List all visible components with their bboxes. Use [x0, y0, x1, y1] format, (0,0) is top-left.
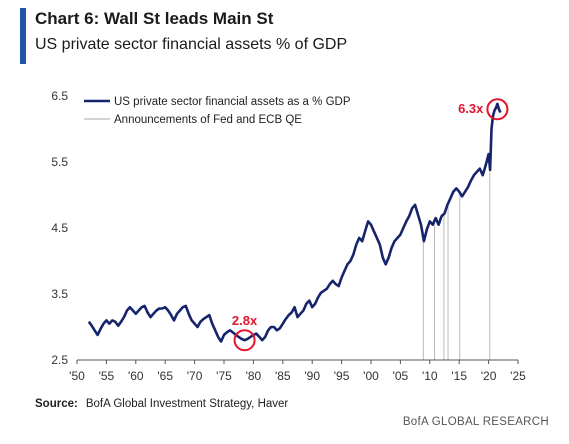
legend-label-qe: Announcements of Fed and ECB QE: [114, 114, 302, 126]
chart-subtitle: US private sector financial assets % of …: [35, 36, 348, 53]
x-tick-label: '90: [304, 369, 320, 383]
x-tick-label: '50: [69, 369, 85, 383]
y-tick-label: 3.5: [51, 287, 68, 301]
annotation-circle: [233, 329, 256, 352]
x-tick-label: '20: [481, 369, 497, 383]
x-tick-label: '00: [363, 369, 379, 383]
x-tick-label: '25: [510, 369, 526, 383]
y-tick-label: 6.5: [51, 89, 68, 103]
x-tick-label: '80: [246, 369, 262, 383]
series-line: [87, 102, 502, 343]
x-tick-label: '05: [393, 369, 409, 383]
legend-label-series: US private sector financial assets as a …: [114, 96, 351, 108]
brand-footer: BofA GLOBAL RESEARCH: [402, 416, 549, 428]
y-tick-label: 2.5: [51, 353, 68, 367]
source-note: Source: BofA Global Investment Strategy, …: [35, 398, 288, 410]
x-tick-label: '85: [275, 369, 291, 383]
annotation-label: 2.8x: [232, 313, 258, 328]
x-tick-label: '65: [157, 369, 173, 383]
y-tick-label: 4.5: [51, 221, 68, 235]
source-text: BofA Global Investment Strategy, Haver: [85, 398, 289, 410]
x-tick-label: '75: [216, 369, 232, 383]
x-tick-label: '60: [128, 369, 144, 383]
x-tick-label: '70: [187, 369, 203, 383]
source-label: Source:: [35, 398, 78, 410]
annotation-label: 6.3x: [458, 101, 484, 116]
x-tick-label: '95: [334, 369, 350, 383]
chart-title: Chart 6: Wall St leads Main St: [35, 9, 274, 28]
x-tick-label: '15: [451, 369, 467, 383]
x-tick-label: '10: [422, 369, 438, 383]
x-tick-label: '55: [99, 369, 115, 383]
title-accent-bar: [20, 8, 26, 64]
y-tick-label: 5.5: [51, 155, 68, 169]
annotation-circle: [486, 98, 509, 121]
